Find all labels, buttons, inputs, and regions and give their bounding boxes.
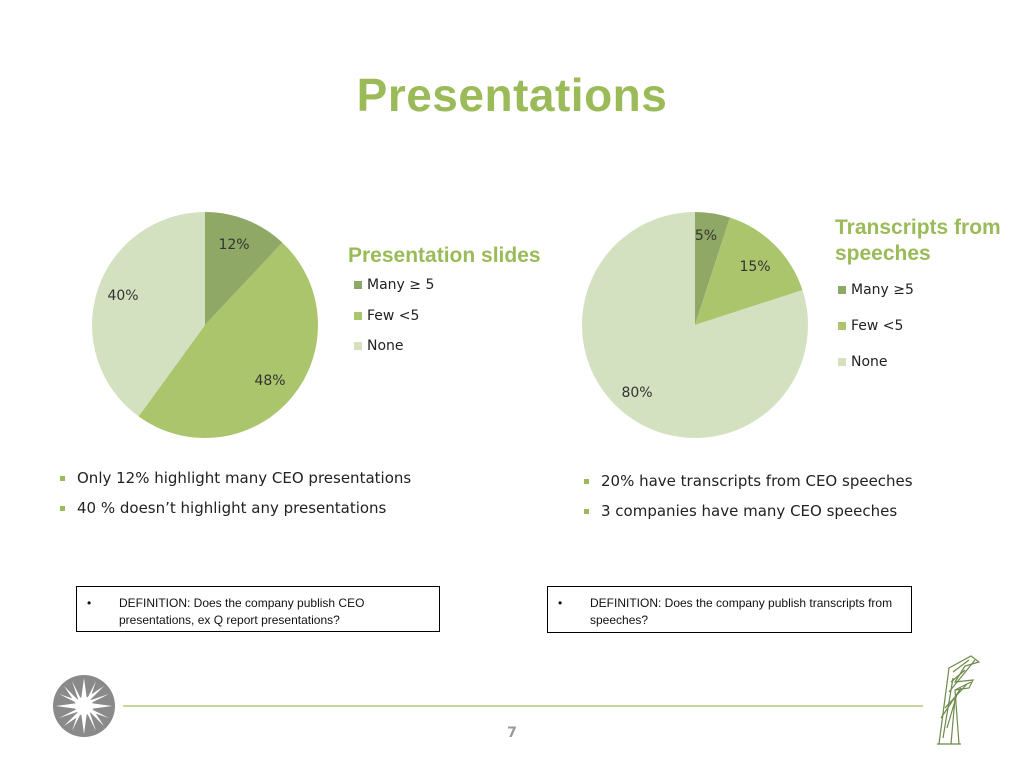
data-label: 5% bbox=[695, 228, 717, 244]
left-bullet-list: Only 12% highlight many CEO presentation… bbox=[60, 463, 411, 523]
definition-box-right: • DEFINITION: Does the company publish t… bbox=[547, 586, 912, 633]
list-item: 3 companies have many CEO speeches bbox=[584, 496, 913, 526]
legend-swatch bbox=[354, 342, 362, 350]
legend-item: Many ≥ 5 bbox=[354, 277, 434, 293]
legend-label: Few <5 bbox=[851, 318, 904, 334]
slide-title: Presentations bbox=[356, 69, 668, 121]
legend-label: Many ≥ 5 bbox=[367, 277, 435, 293]
pie-chart-transcripts: 5% 15% 80% bbox=[582, 212, 808, 438]
chart-title-presentation-slides: Presentation slides bbox=[348, 244, 541, 267]
legend-swatch bbox=[838, 286, 846, 294]
list-item: 20% have transcripts from CEO speeches bbox=[584, 466, 913, 496]
legend-swatch bbox=[838, 322, 846, 330]
bullet-text: 40 % doesn’t highlight any presentations bbox=[77, 499, 387, 517]
footer-divider bbox=[123, 705, 923, 707]
bullet-square-icon bbox=[584, 508, 589, 514]
legend-item: None bbox=[838, 354, 888, 370]
pie-slice-none bbox=[92, 212, 205, 417]
legend-label: None bbox=[851, 354, 888, 370]
chart-title-transcripts: Transcripts from speeches bbox=[835, 216, 1001, 265]
sunburst-logo-icon bbox=[53, 675, 115, 737]
pie-slice-many bbox=[205, 212, 283, 325]
data-label: 12% bbox=[218, 237, 249, 253]
legend-swatch bbox=[838, 358, 846, 366]
bullet-text: Only 12% highlight many CEO presentation… bbox=[77, 469, 412, 487]
data-label: 48% bbox=[254, 373, 285, 389]
bullet-text: 20% have transcripts from CEO speeches bbox=[601, 472, 913, 490]
legend-swatch bbox=[354, 312, 362, 320]
legend-item: Many ≥5 bbox=[838, 282, 914, 298]
legend-label: Few <5 bbox=[367, 308, 420, 324]
data-label: 40% bbox=[107, 288, 138, 304]
legend-label: Many ≥5 bbox=[851, 282, 914, 298]
definition-bullet: • bbox=[558, 596, 563, 610]
legend-item: Few <5 bbox=[354, 308, 419, 324]
definition-text: DEFINITION: Does the company publish tra… bbox=[590, 596, 893, 627]
tree-logo-icon bbox=[937, 655, 981, 745]
definition-box-left: • DEFINITION: Does the company publish C… bbox=[76, 586, 440, 632]
definition-bullet: • bbox=[87, 596, 92, 610]
bullet-square-icon bbox=[60, 475, 65, 481]
bullet-square-icon bbox=[60, 505, 65, 511]
legend-item: Few <5 bbox=[838, 318, 903, 334]
pie-slice-many bbox=[695, 212, 730, 325]
pie-slice-few bbox=[138, 242, 318, 438]
page-number: 7 bbox=[507, 725, 517, 741]
definition-text: DEFINITION: Does the company publish CEO… bbox=[119, 596, 365, 627]
pie-slice-few bbox=[695, 217, 803, 325]
bullet-text: 3 companies have many CEO speeches bbox=[601, 502, 898, 520]
legend-item: None bbox=[354, 338, 404, 354]
list-item: Only 12% highlight many CEO presentation… bbox=[60, 463, 411, 493]
pie-chart-presentation-slides: 12% 48% 40% bbox=[92, 212, 318, 438]
data-label: 80% bbox=[621, 385, 652, 401]
right-bullet-list: 20% have transcripts from CEO speeches 3… bbox=[584, 466, 913, 526]
pie-slice-none bbox=[582, 212, 808, 438]
bullet-square-icon bbox=[584, 478, 589, 484]
legend-swatch bbox=[354, 281, 362, 289]
list-item: 40 % doesn’t highlight any presentations bbox=[60, 493, 411, 523]
legend-label: None bbox=[367, 338, 404, 354]
data-label: 15% bbox=[739, 259, 770, 275]
